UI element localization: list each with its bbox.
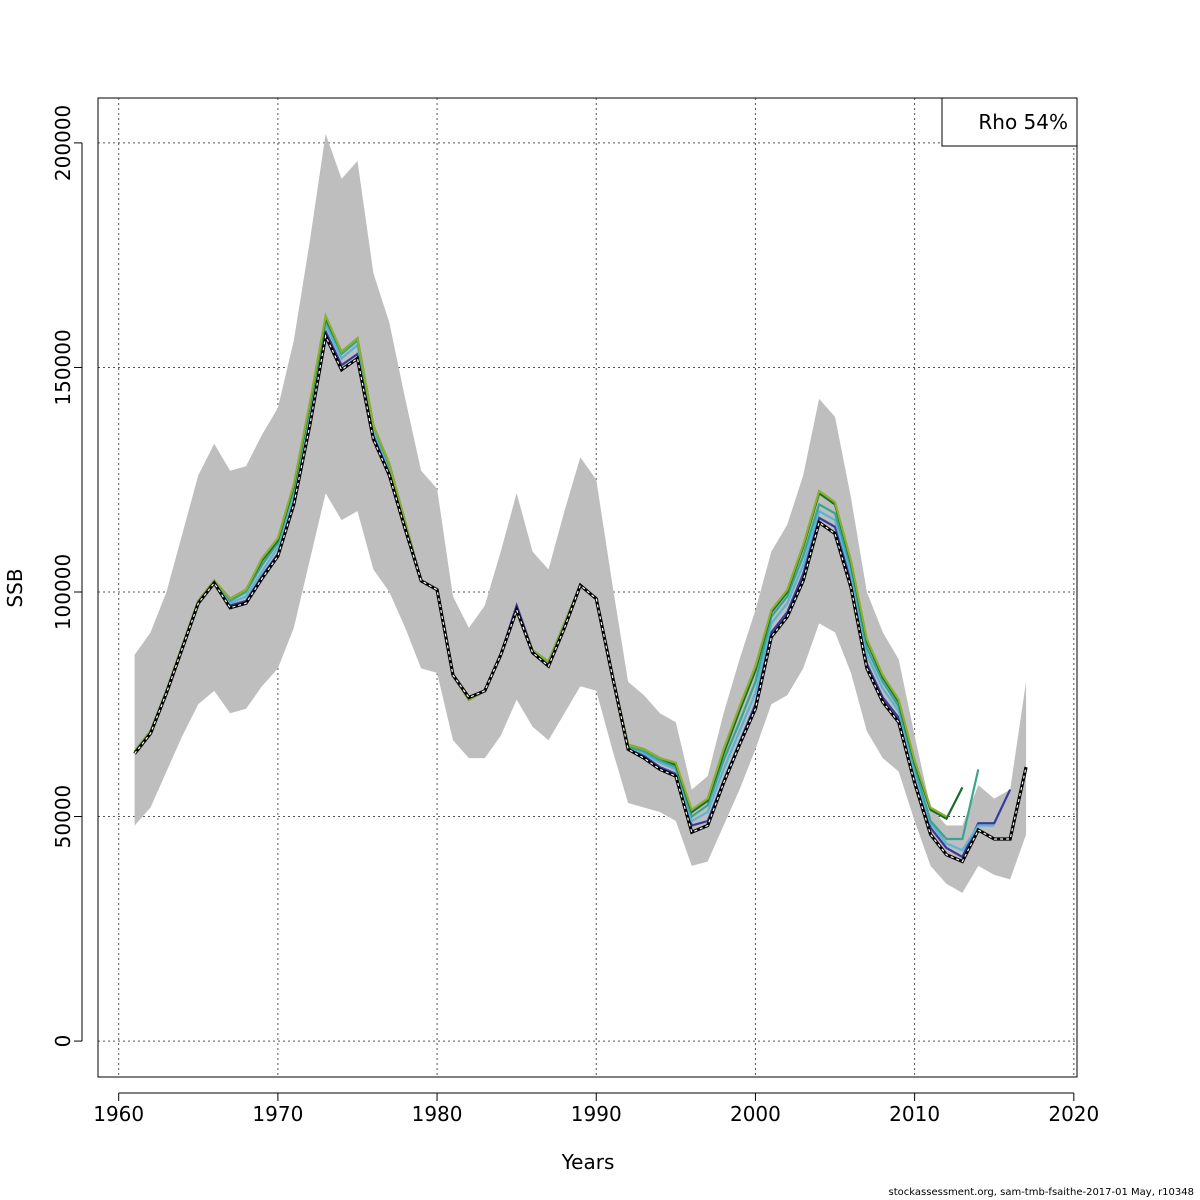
series-line <box>133 312 948 818</box>
grid-lines <box>98 98 1077 1077</box>
y-tick-label: 100000 <box>51 554 75 630</box>
y-tick-label: 150000 <box>51 329 75 405</box>
x-tick-label: 2010 <box>889 1102 940 1126</box>
y-tick-label: 50000 <box>51 785 75 849</box>
x-tick-label: 1970 <box>252 1102 303 1126</box>
series-line-reference-dash <box>134 334 1027 863</box>
legend: Rho 54% <box>941 97 1078 147</box>
x-tick-label: 2000 <box>730 1102 781 1126</box>
ci-band <box>134 133 1027 893</box>
plot-frame <box>97 97 1078 1078</box>
y-axis-title: SSB <box>3 568 27 607</box>
y-tick-label: 200000 <box>51 105 75 181</box>
axes: 1960 1970 1980 1990 2000 2010 2020 0 50000 100000… <box>51 105 1099 1126</box>
x-tick-label: 1990 <box>571 1102 622 1126</box>
x-tick-label: 1960 <box>93 1102 144 1126</box>
y-tick-label: 0 <box>51 1035 75 1048</box>
x-axis-title: Years <box>561 1150 615 1174</box>
confidence-band <box>134 133 1027 893</box>
series-lines <box>133 312 1028 864</box>
footer-credit: stockassessment.org, sam-tmb-fsaithe-201… <box>888 1187 1194 1198</box>
legend-box <box>941 97 1078 147</box>
x-tick-label: 2020 <box>1048 1102 1099 1126</box>
legend-text: Rho 54% <box>978 110 1068 134</box>
x-tick-label: 1980 <box>412 1102 463 1126</box>
